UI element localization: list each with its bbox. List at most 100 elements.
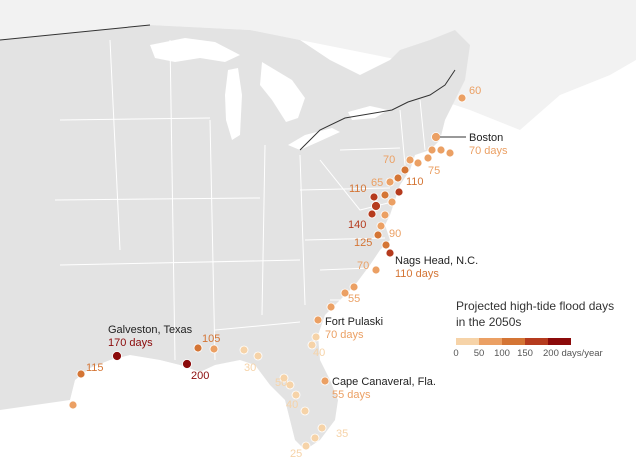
callout-name: Cape Canaveral, Fla.	[332, 376, 436, 388]
station-dot	[300, 406, 310, 416]
station-dot	[369, 192, 379, 202]
legend-title-line1: Projected high-tide flood days	[456, 299, 615, 313]
value-label: 90	[389, 228, 401, 240]
callout-boston: Boston 70 days	[469, 132, 508, 157]
callout-value: 110 days	[395, 268, 439, 280]
station-dot	[371, 265, 381, 275]
station-dot	[376, 221, 386, 231]
value-label: 140	[348, 219, 366, 231]
us-land	[0, 25, 470, 450]
callout-galveston: Galveston, Texas 170 days	[108, 324, 193, 349]
callout-name: Galveston, Texas	[108, 324, 193, 336]
station-dot	[371, 201, 381, 211]
station-dot	[68, 400, 78, 410]
station-dot	[291, 390, 301, 400]
legend-swatch	[525, 338, 548, 345]
station-dot	[253, 351, 263, 361]
legend-swatch	[502, 338, 525, 345]
legend-ticks: 0 50 100 150 200 days/year	[453, 348, 631, 362]
station-dot	[394, 187, 404, 197]
station-dot	[340, 288, 350, 298]
legend-color-bar	[456, 338, 631, 345]
callout-cape-canaveral: Cape Canaveral, Fla. 55 days	[332, 376, 436, 401]
station-dot	[182, 359, 192, 369]
canada-land	[0, 0, 636, 130]
state-lines	[54, 39, 426, 361]
legend-swatch	[479, 338, 502, 345]
value-label: 70	[383, 154, 395, 166]
station-dot	[373, 230, 383, 240]
value-label: 125	[354, 237, 372, 249]
callout-name: Nags Head, N.C.	[395, 255, 478, 267]
legend-swatch	[548, 338, 571, 345]
legend-title: Projected high-tide flood days in the 20…	[456, 298, 631, 330]
value-label: 35	[336, 428, 348, 440]
legend: Projected high-tide flood days in the 20…	[453, 298, 631, 362]
value-label: 60	[469, 85, 481, 97]
value-label: 55	[348, 293, 360, 305]
station-dot	[310, 433, 320, 443]
station-dot	[393, 173, 403, 183]
station-dot	[313, 315, 323, 325]
legend-tick: 0	[453, 348, 459, 359]
station-dot	[326, 302, 336, 312]
station-dot	[317, 423, 327, 433]
station-dot	[457, 93, 467, 103]
value-label: 70	[357, 260, 369, 272]
legend-title-line2: in the 2050s	[456, 315, 522, 329]
lake-ontario	[348, 106, 388, 120]
station-dot	[400, 165, 410, 175]
us-canada-border	[0, 24, 456, 151]
callout-value: 70 days	[325, 329, 364, 341]
lake-huron	[260, 62, 305, 122]
lake-erie	[288, 128, 340, 150]
station-dot	[285, 380, 295, 390]
lake-michigan	[225, 68, 242, 140]
station-dot	[239, 345, 249, 355]
station-dot	[367, 209, 377, 219]
value-label: 50	[275, 377, 287, 389]
value-label: 75	[428, 165, 440, 177]
value-label: 30	[244, 362, 256, 374]
legend-swatch	[456, 338, 479, 345]
station-dot	[436, 145, 446, 155]
callout-value: 70 days	[469, 145, 508, 157]
station-dot	[427, 145, 437, 155]
station-dot	[320, 376, 330, 386]
station-dot	[423, 153, 433, 163]
station-dot	[279, 373, 289, 383]
value-label: 65	[371, 177, 383, 189]
station-dot	[193, 343, 203, 353]
callout-nags-head: Nags Head, N.C. 110 days	[395, 255, 478, 280]
value-label: 25	[290, 448, 302, 460]
station-dot	[307, 340, 317, 350]
legend-tick: 150	[517, 348, 533, 359]
station-dot	[405, 155, 415, 165]
legend-tick: 200 days/year	[543, 348, 603, 359]
station-dot	[349, 282, 359, 292]
value-label: 40	[286, 399, 298, 411]
callout-value: 55 days	[332, 389, 371, 401]
station-dot	[380, 210, 390, 220]
lake-superior	[150, 38, 240, 62]
station-dot	[301, 441, 311, 451]
callout-name: Fort Pulaski	[325, 316, 383, 328]
station-dot	[431, 132, 441, 142]
station-dot	[385, 248, 395, 258]
callout-value: 170 days	[108, 337, 153, 349]
value-label: 115	[86, 362, 104, 374]
value-label: 105	[202, 333, 220, 345]
callout-fort-pulaski: Fort Pulaski 70 days	[325, 316, 383, 341]
callout-name: Boston	[469, 132, 503, 144]
value-labels: 60 75 70 110 65 110 140 90 125 70 55 105…	[86, 85, 481, 460]
station-dot	[381, 240, 391, 250]
station-dot	[209, 344, 219, 354]
value-label: 110	[406, 176, 424, 188]
value-label: 110	[349, 183, 367, 195]
station-dot	[385, 177, 395, 187]
station-dot	[76, 369, 86, 379]
station-dot	[311, 332, 321, 342]
value-label: 200	[191, 370, 209, 382]
value-label: 40	[313, 347, 325, 359]
